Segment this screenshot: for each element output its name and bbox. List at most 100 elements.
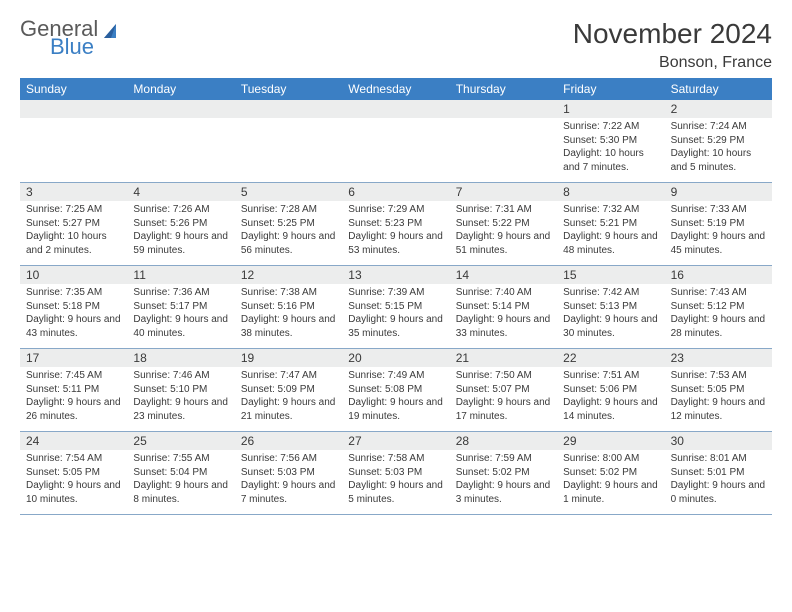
day-number: 10 <box>20 266 127 284</box>
day-number: 2 <box>665 100 772 118</box>
daylight: Daylight: 9 hours and 23 minutes. <box>133 396 228 423</box>
sunrise: Sunrise: 7:47 AM <box>241 369 336 383</box>
daylight: Daylight: 9 hours and 45 minutes. <box>671 230 766 257</box>
day-number <box>235 100 342 118</box>
sunset: Sunset: 5:02 PM <box>563 466 658 480</box>
day-header: Monday <box>127 78 234 100</box>
week-row: 17Sunrise: 7:45 AMSunset: 5:11 PMDayligh… <box>20 349 772 432</box>
day-details: Sunrise: 7:47 AMSunset: 5:09 PMDaylight:… <box>235 367 342 427</box>
sunrise: Sunrise: 8:01 AM <box>671 452 766 466</box>
day-cell: 4Sunrise: 7:26 AMSunset: 5:26 PMDaylight… <box>127 183 234 265</box>
sunset: Sunset: 5:06 PM <box>563 383 658 397</box>
day-number: 25 <box>127 432 234 450</box>
day-cell: 10Sunrise: 7:35 AMSunset: 5:18 PMDayligh… <box>20 266 127 348</box>
daylight: Daylight: 9 hours and 53 minutes. <box>348 230 443 257</box>
day-number: 23 <box>665 349 772 367</box>
day-details: Sunrise: 7:54 AMSunset: 5:05 PMDaylight:… <box>20 450 127 510</box>
week-row: 24Sunrise: 7:54 AMSunset: 5:05 PMDayligh… <box>20 432 772 515</box>
day-cell <box>127 100 234 182</box>
daylight: Daylight: 10 hours and 7 minutes. <box>563 147 658 174</box>
sunrise: Sunrise: 7:58 AM <box>348 452 443 466</box>
day-cell: 15Sunrise: 7:42 AMSunset: 5:13 PMDayligh… <box>557 266 664 348</box>
daylight: Daylight: 9 hours and 10 minutes. <box>26 479 121 506</box>
sunrise: Sunrise: 7:56 AM <box>241 452 336 466</box>
day-number: 26 <box>235 432 342 450</box>
daylight: Daylight: 9 hours and 0 minutes. <box>671 479 766 506</box>
daylight: Daylight: 9 hours and 40 minutes. <box>133 313 228 340</box>
day-cell: 2 Sunrise: 7:24 AMSunset: 5:29 PMDaylight… <box>665 100 772 182</box>
day-cell: 14 Sunrise: 7:40 AMSunset: 5:14 PMDayligh… <box>450 266 557 348</box>
day-details: Sunrise: 7:45 AMSunset: 5:11 PMDaylight:… <box>20 367 127 427</box>
daylight: Daylight: 10 hours and 2 minutes. <box>26 230 121 257</box>
sunrise: Sunrise: 7:49 AM <box>348 369 443 383</box>
logo-line2: Blue <box>50 36 98 58</box>
daylight: Daylight: 9 hours and 19 minutes. <box>348 396 443 423</box>
sunrise: Sunrise: 7:36 AM <box>133 286 228 300</box>
sunrise: Sunrise: 7:40 AM <box>456 286 551 300</box>
sunset: Sunset: 5:14 PM <box>456 300 551 314</box>
sunrise: Sunrise: 7:59 AM <box>456 452 551 466</box>
day-details: Sunrise: 7:22 AMSunset: 5:30 PMDaylight:… <box>557 118 664 178</box>
day-details: Sunrise: 7:59 AMSunset: 5:02 PMDaylight:… <box>450 450 557 510</box>
day-number <box>20 100 127 118</box>
sunrise: Sunrise: 7:45 AM <box>26 369 121 383</box>
day-cell: 27Sunrise: 7:58 AMSunset: 5:03 PMDayligh… <box>342 432 449 514</box>
day-cell: 1Sunrise: 7:22 AMSunset: 5:30 PMDaylight… <box>557 100 664 182</box>
day-number: 14 <box>450 266 557 284</box>
daylight: Daylight: 9 hours and 33 minutes. <box>456 313 551 340</box>
sunset: Sunset: 5:04 PM <box>133 466 228 480</box>
day-cell: 29Sunrise: 8:00 AMSunset: 5:02 PMDayligh… <box>557 432 664 514</box>
sunrise: Sunrise: 7:24 AM <box>671 120 766 134</box>
day-number: 16 <box>665 266 772 284</box>
sunset: Sunset: 5:10 PM <box>133 383 228 397</box>
day-number: 20 <box>342 349 449 367</box>
day-details: Sunrise: 8:01 AMSunset: 5:01 PMDaylight:… <box>665 450 772 510</box>
day-cell: 26 Sunrise: 7:56 AMSunset: 5:03 PMDayligh… <box>235 432 342 514</box>
sunrise: Sunrise: 7:31 AM <box>456 203 551 217</box>
day-number: 11 <box>127 266 234 284</box>
week-row: 3Sunrise: 7:25 AMSunset: 5:27 PMDaylight… <box>20 183 772 266</box>
daylight: Daylight: 10 hours and 5 minutes. <box>671 147 766 174</box>
sunset: Sunset: 5:05 PM <box>671 383 766 397</box>
day-cell: 25Sunrise: 7:55 AMSunset: 5:04 PMDayligh… <box>127 432 234 514</box>
day-number: 1 <box>557 100 664 118</box>
day-cell <box>20 100 127 182</box>
daylight: Daylight: 9 hours and 21 minutes. <box>241 396 336 423</box>
calendar-page: General Blue November 2024 Bonson, Franc… <box>0 0 792 533</box>
sunrise: Sunrise: 8:00 AM <box>563 452 658 466</box>
header: General Blue November 2024 Bonson, Franc… <box>20 18 772 72</box>
sunrise: Sunrise: 7:22 AM <box>563 120 658 134</box>
day-details: Sunrise: 7:36 AMSunset: 5:17 PMDaylight:… <box>127 284 234 344</box>
daylight: Daylight: 9 hours and 7 minutes. <box>241 479 336 506</box>
location: Bonson, France <box>573 54 772 72</box>
sunset: Sunset: 5:13 PM <box>563 300 658 314</box>
day-number: 27 <box>342 432 449 450</box>
day-cell: 6Sunrise: 7:29 AMSunset: 5:23 PMDaylight… <box>342 183 449 265</box>
logo-text: General Blue <box>20 18 98 58</box>
day-details: Sunrise: 7:51 AMSunset: 5:06 PMDaylight:… <box>557 367 664 427</box>
day-details: Sunrise: 7:28 AMSunset: 5:25 PMDaylight:… <box>235 201 342 261</box>
logo: General Blue <box>20 18 122 58</box>
sunset: Sunset: 5:18 PM <box>26 300 121 314</box>
day-cell: 19Sunrise: 7:47 AMSunset: 5:09 PMDayligh… <box>235 349 342 431</box>
day-cell: 9Sunrise: 7:33 AMSunset: 5:19 PMDaylight… <box>665 183 772 265</box>
day-cell <box>450 100 557 182</box>
day-number: 29 <box>557 432 664 450</box>
daylight: Daylight: 9 hours and 14 minutes. <box>563 396 658 423</box>
day-header: Tuesday <box>235 78 342 100</box>
day-cell: 13Sunrise: 7:39 AMSunset: 5:15 PMDayligh… <box>342 266 449 348</box>
day-details: Sunrise: 7:49 AMSunset: 5:08 PMDaylight:… <box>342 367 449 427</box>
sunrise: Sunrise: 7:26 AM <box>133 203 228 217</box>
sunrise: Sunrise: 7:33 AM <box>671 203 766 217</box>
sunset: Sunset: 5:27 PM <box>26 217 121 231</box>
sunset: Sunset: 5:29 PM <box>671 134 766 148</box>
sunset: Sunset: 5:17 PM <box>133 300 228 314</box>
sunrise: Sunrise: 7:51 AM <box>563 369 658 383</box>
day-cell: 30Sunrise: 8:01 AMSunset: 5:01 PMDayligh… <box>665 432 772 514</box>
calendar-grid: Sunday Monday Tuesday Wednesday Thursday… <box>20 78 772 515</box>
day-number <box>127 100 234 118</box>
sunset: Sunset: 5:03 PM <box>241 466 336 480</box>
sunrise: Sunrise: 7:42 AM <box>563 286 658 300</box>
day-number: 12 <box>235 266 342 284</box>
day-details: Sunrise: 8:00 AMSunset: 5:02 PMDaylight:… <box>557 450 664 510</box>
